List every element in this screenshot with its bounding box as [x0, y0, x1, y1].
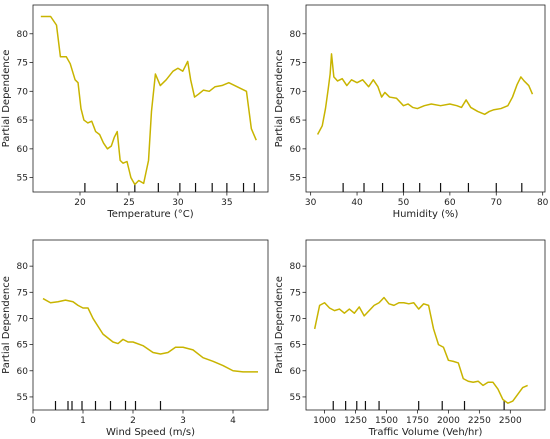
- x-tick-label: 2: [130, 416, 136, 426]
- y-axis-title: Partial Dependence: [1, 276, 12, 374]
- y-tick-label: 75: [290, 59, 301, 69]
- y-tick-label: 80: [17, 30, 29, 40]
- y-tick-label: 60: [290, 145, 302, 155]
- y-tick-label: 70: [290, 87, 302, 97]
- y-axis-title: Partial Dependence: [274, 276, 285, 374]
- x-tick-label: 1750: [406, 416, 429, 426]
- x-axis-title: Temperature (°C): [106, 209, 193, 220]
- x-tick-label: 25: [123, 198, 134, 208]
- x-tick-label: 1250: [344, 416, 367, 426]
- chart-panel-1: 20 25 30 35 55 60 65 70 75 80 Temperature (°C) Part…: [1, 4, 269, 220]
- partial-dependence-line: [316, 53, 534, 135]
- y-tick-label: 55: [17, 174, 28, 184]
- x-axis-title: Humidity (%): [393, 209, 459, 220]
- y-tick-label: 55: [290, 174, 301, 184]
- x-tick-label: 4: [230, 416, 236, 426]
- x-tick-label: 30: [305, 198, 317, 208]
- partial-dependence-line: [313, 296, 528, 404]
- y-tick-label: 55: [17, 393, 28, 403]
- y-tick-label: 80: [290, 30, 302, 40]
- y-tick-label: 55: [290, 393, 301, 403]
- x-tick-label: 1: [80, 416, 86, 426]
- partial-dependence-line: [40, 15, 257, 186]
- plot-frame: [305, 4, 546, 193]
- x-tick-label: 3: [180, 416, 186, 426]
- y-axis-title: Partial Dependence: [1, 50, 12, 148]
- x-tick-label: 60: [444, 198, 456, 208]
- x-tick-label: 20: [74, 198, 86, 208]
- y-tick-label: 70: [290, 314, 302, 324]
- y-tick-label: 80: [290, 262, 302, 272]
- x-tick-label: 35: [221, 198, 232, 208]
- x-tick-label: 0: [30, 416, 36, 426]
- x-tick-label: 70: [491, 198, 503, 208]
- x-tick-label: 2250: [468, 416, 491, 426]
- x-tick-label: 80: [537, 198, 549, 208]
- y-tick-label: 65: [290, 116, 301, 126]
- y-tick-label: 75: [17, 59, 28, 69]
- y-tick-label: 75: [290, 288, 301, 298]
- chart-panel-2: 30 40 50 60 70 80 55 60 65 70 75 80 Humidity (%) Part…: [274, 4, 549, 220]
- y-tick-label: 70: [17, 87, 29, 97]
- x-axis-title: Wind Speed (m/s): [106, 427, 195, 438]
- y-tick-label: 65: [17, 116, 28, 126]
- y-tick-label: 75: [17, 288, 28, 298]
- plot-frame: [32, 4, 269, 193]
- x-tick-label: 2000: [437, 416, 460, 426]
- y-axis-title: Partial Dependence: [274, 50, 285, 148]
- plot-frame: [32, 239, 269, 411]
- x-tick-label: 1000: [313, 416, 336, 426]
- x-tick-label: 30: [172, 198, 184, 208]
- y-tick-label: 65: [17, 341, 28, 351]
- y-tick-label: 65: [290, 341, 301, 351]
- x-tick-label: 50: [398, 198, 410, 208]
- y-tick-label: 60: [17, 367, 29, 377]
- chart-panel-4: 1000 1250 1500 1750 2000 2250 2500 55 60 65 70 75 80…: [274, 239, 546, 438]
- x-axis-title: Traffic Volume (Veh/hr): [368, 427, 483, 438]
- x-tick-label: 1500: [375, 416, 398, 426]
- y-tick-label: 60: [290, 367, 302, 377]
- y-tick-label: 60: [17, 145, 29, 155]
- x-tick-label: 2500: [499, 416, 522, 426]
- partial-dependence-line: [42, 297, 258, 373]
- x-tick-label: 40: [351, 198, 363, 208]
- chart-panel-3: 0 1 2 3 4 55 60 65 70 75 80 Wind Speed (m/s) Partial…: [1, 239, 269, 438]
- y-tick-label: 70: [17, 314, 29, 324]
- y-tick-label: 80: [17, 262, 29, 272]
- plot-frame: [305, 239, 546, 411]
